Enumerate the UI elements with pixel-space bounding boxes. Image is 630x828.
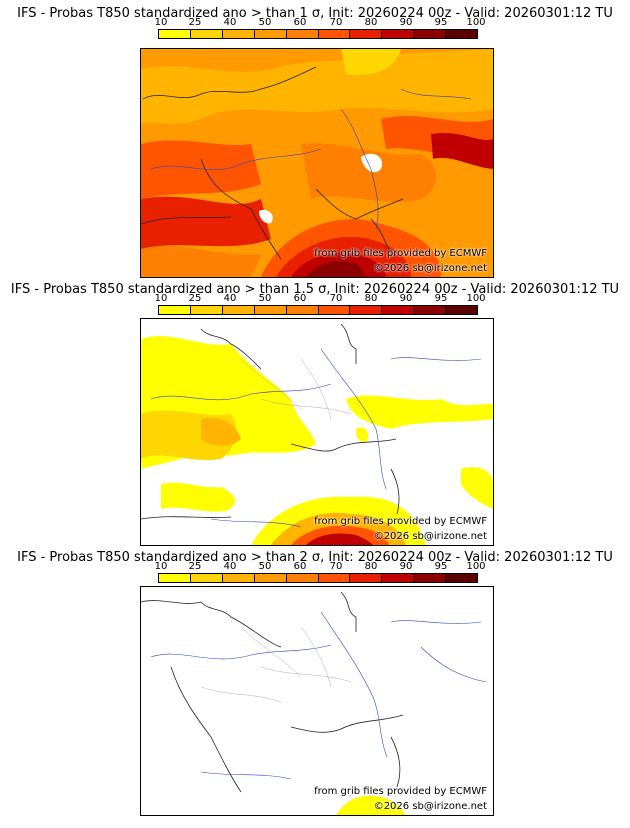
colorbar-tick: 50 xyxy=(258,561,272,572)
colorbar-swatch xyxy=(350,306,383,314)
credit-copyright: ©2026 sb@irizone.net xyxy=(373,263,487,274)
colorbar-labels: 10 25 40 50 60 70 80 90 95 100 xyxy=(150,561,490,573)
colorbar xyxy=(158,305,478,315)
colorbar-swatch xyxy=(446,30,478,38)
credit-source: from grib files provided by ECMWF xyxy=(314,786,487,797)
colorbar-swatch xyxy=(446,574,478,582)
colorbar-swatch xyxy=(222,30,255,38)
probability-map: from grib files provided by ECMWF ©2026 … xyxy=(140,586,494,816)
colorbar-tick: 90 xyxy=(399,561,413,572)
colorbar-swatch xyxy=(190,574,223,582)
colorbar-tick: 60 xyxy=(293,561,307,572)
colorbar-tick: 70 xyxy=(329,561,343,572)
colorbar-tick: 80 xyxy=(364,561,378,572)
colorbar-swatch xyxy=(414,306,447,314)
colorbar-swatch xyxy=(286,574,319,582)
colorbar-tick: 40 xyxy=(223,293,237,304)
colorbar-tick: 70 xyxy=(329,17,343,28)
colorbar-swatch xyxy=(222,306,255,314)
map-panel-1: IFS - Probas T850 standardized ano > tha… xyxy=(0,0,630,278)
colorbar-tick: 10 xyxy=(154,17,168,28)
colorbar-tick: 40 xyxy=(223,17,237,28)
colorbar-swatch xyxy=(414,574,447,582)
colorbar-swatch xyxy=(190,306,223,314)
colorbar-swatch xyxy=(414,30,447,38)
colorbar xyxy=(158,29,478,39)
colorbar-tick: 95 xyxy=(434,561,448,572)
colorbar-tick: 25 xyxy=(188,293,202,304)
colorbar-tick: 10 xyxy=(154,561,168,572)
colorbar-tick: 80 xyxy=(364,17,378,28)
colorbar-swatch xyxy=(159,306,191,314)
colorbar-tick: 100 xyxy=(466,293,486,304)
colorbar-swatch xyxy=(190,30,223,38)
colorbar-swatch xyxy=(286,306,319,314)
colorbar-tick: 25 xyxy=(188,561,202,572)
colorbar-swatch xyxy=(446,306,478,314)
colorbar-tick: 80 xyxy=(364,293,378,304)
colorbar-tick: 95 xyxy=(434,17,448,28)
colorbar xyxy=(158,573,478,583)
colorbar-swatch xyxy=(222,574,255,582)
colorbar-swatch xyxy=(286,30,319,38)
colorbar-tick: 25 xyxy=(188,17,202,28)
colorbar-labels: 10 25 40 50 60 70 80 90 95 100 xyxy=(150,17,490,29)
colorbar-tick: 70 xyxy=(329,293,343,304)
colorbar-tick: 50 xyxy=(258,293,272,304)
map-panel-3: IFS - Probas T850 standardized ano > tha… xyxy=(0,546,630,828)
probability-map: from grib files provided by ECMWF ©2026 … xyxy=(140,48,494,278)
colorbar-tick: 10 xyxy=(154,293,168,304)
probability-map: from grib files provided by ECMWF ©2026 … xyxy=(140,318,494,546)
colorbar-labels: 10 25 40 50 60 70 80 90 95 100 xyxy=(150,293,490,305)
credit-copyright: ©2026 sb@irizone.net xyxy=(373,801,487,812)
map-panel-2: IFS - Probas T850 standardized ano > tha… xyxy=(0,276,630,546)
colorbar-swatch xyxy=(382,306,415,314)
colorbar-swatch xyxy=(159,30,191,38)
colorbar-tick: 90 xyxy=(399,293,413,304)
colorbar-swatch xyxy=(382,30,415,38)
colorbar-swatch xyxy=(350,574,383,582)
credit-source: from grib files provided by ECMWF xyxy=(314,248,487,259)
colorbar-swatch xyxy=(254,574,287,582)
colorbar-tick: 95 xyxy=(434,293,448,304)
colorbar-tick: 100 xyxy=(466,17,486,28)
credit-source: from grib files provided by ECMWF xyxy=(314,516,487,527)
colorbar-swatch xyxy=(159,574,191,582)
credit-copyright: ©2026 sb@irizone.net xyxy=(373,531,487,542)
panel-title: IFS - Probas T850 standardized ano > tha… xyxy=(17,550,613,565)
colorbar-swatch xyxy=(382,574,415,582)
colorbar-tick: 60 xyxy=(293,17,307,28)
colorbar-swatch xyxy=(318,574,351,582)
colorbar-swatch xyxy=(318,306,351,314)
colorbar-swatch xyxy=(254,30,287,38)
colorbar-tick: 50 xyxy=(258,17,272,28)
panel-title: IFS - Probas T850 standardized ano > tha… xyxy=(10,282,620,297)
colorbar-tick: 90 xyxy=(399,17,413,28)
colorbar-swatch xyxy=(350,30,383,38)
panel-title: IFS - Probas T850 standardized ano > tha… xyxy=(17,6,613,21)
colorbar-tick: 40 xyxy=(223,561,237,572)
colorbar-swatch xyxy=(318,30,351,38)
colorbar-tick: 60 xyxy=(293,293,307,304)
colorbar-swatch xyxy=(254,306,287,314)
colorbar-tick: 100 xyxy=(466,561,486,572)
